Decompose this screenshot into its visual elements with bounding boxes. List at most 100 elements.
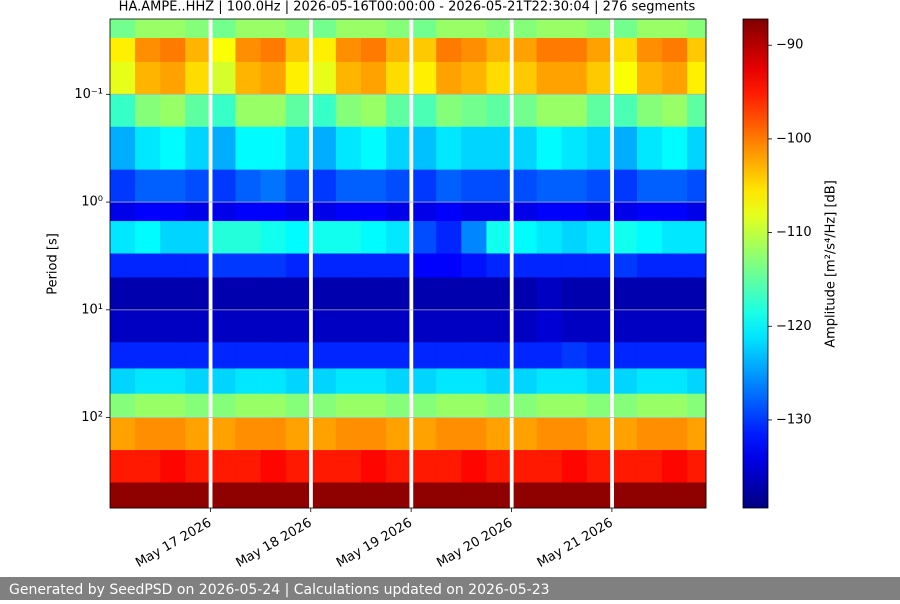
psd-cell <box>386 221 410 254</box>
psd-cell <box>360 342 387 369</box>
psd-cell <box>662 37 688 63</box>
psd-cell <box>413 368 437 395</box>
psd-cell <box>561 253 588 278</box>
psd-cell <box>536 393 563 419</box>
psd-cell <box>687 393 707 419</box>
psd-cell <box>636 126 663 171</box>
psd-cell <box>335 221 362 254</box>
psd-cell <box>586 169 611 203</box>
psd-cell <box>212 393 236 419</box>
psd-cell <box>360 417 387 451</box>
psd-cell <box>312 221 337 254</box>
psd-cell <box>135 342 161 369</box>
psd-cell <box>386 169 410 203</box>
psd-cell <box>413 393 437 419</box>
psd-cell <box>461 417 487 451</box>
psd-cell <box>461 342 487 369</box>
psd-cell <box>636 253 663 278</box>
psd-cell <box>636 309 663 343</box>
psd-cell <box>386 19 410 39</box>
psd-cell <box>335 37 362 63</box>
psd-cell <box>613 94 638 128</box>
psd-cell <box>662 169 688 203</box>
psd-cell <box>662 393 688 419</box>
psd-cell <box>212 94 236 128</box>
psd-cell <box>135 253 161 278</box>
psd-cell <box>586 221 611 254</box>
psd-cell <box>536 126 563 171</box>
y-tick-label: 10⁰ <box>81 195 103 210</box>
psd-cell <box>613 277 638 311</box>
psd-cell <box>536 169 563 203</box>
psd-cell <box>160 393 186 419</box>
psd-cell <box>613 202 638 222</box>
psd-cell <box>536 482 563 509</box>
psd-cell <box>110 61 136 95</box>
psd-cell <box>461 450 487 483</box>
psd-cell <box>312 277 337 311</box>
colorbar-tick-label: −100 <box>776 131 812 146</box>
psd-cell <box>212 202 236 222</box>
psd-cell <box>160 309 186 343</box>
psd-cell <box>285 202 310 222</box>
psd-cell <box>413 126 437 171</box>
psd-cell <box>260 417 287 451</box>
psd-cell <box>436 417 462 451</box>
psd-cell <box>386 94 410 128</box>
psd-cell <box>613 342 638 369</box>
psd-cell <box>135 221 161 254</box>
psd-cell <box>636 61 663 95</box>
psd-cell <box>662 221 688 254</box>
psd-cell <box>285 417 310 451</box>
psd-cell <box>160 19 186 39</box>
psd-cell <box>687 202 707 222</box>
psd-cell <box>285 253 310 278</box>
psd-cell <box>235 37 261 63</box>
psd-cell <box>486 221 510 254</box>
psd-cell <box>235 393 261 419</box>
psd-cell <box>436 309 462 343</box>
psd-cell <box>212 342 236 369</box>
psd-cell <box>312 393 337 419</box>
footer-text: Generated by SeedPSD on 2026-05-24 | Cal… <box>9 582 550 598</box>
psd-cell <box>561 202 588 222</box>
psd-cell <box>486 309 510 343</box>
psd-cell <box>586 450 611 483</box>
psd-cell <box>687 37 707 63</box>
psd-cell <box>613 368 638 395</box>
psd-cell <box>486 37 510 63</box>
psd-cell <box>413 309 437 343</box>
psd-cell <box>285 126 310 171</box>
psd-cell <box>160 169 186 203</box>
psd-cell <box>461 482 487 509</box>
psd-cell <box>360 37 387 63</box>
psd-cell <box>160 37 186 63</box>
psd-cell <box>536 253 563 278</box>
psd-cell <box>662 19 688 39</box>
psd-cell <box>212 169 236 203</box>
psd-cell <box>160 482 186 509</box>
psd-cell <box>413 94 437 128</box>
psd-cell <box>135 37 161 63</box>
psd-cell <box>536 309 563 343</box>
psd-cell <box>360 253 387 278</box>
psd-cell <box>285 94 310 128</box>
psd-cell <box>636 368 663 395</box>
psd-cell <box>110 19 136 39</box>
psd-cell <box>335 277 362 311</box>
psd-cell <box>185 202 209 222</box>
psd-cell <box>335 169 362 203</box>
psd-cell <box>486 94 510 128</box>
psd-cell <box>135 61 161 95</box>
psd-cell <box>561 37 588 63</box>
colorbar-tick-label: −90 <box>776 38 803 53</box>
psd-cell <box>413 202 437 222</box>
psd-cell <box>235 417 261 451</box>
y-tick-label: 10⁻¹ <box>74 87 103 102</box>
psd-cell <box>260 450 287 483</box>
psd-cell <box>436 94 462 128</box>
psd-cell <box>513 417 538 451</box>
psd-cell <box>436 221 462 254</box>
psd-cell <box>413 19 437 39</box>
psd-cell <box>561 94 588 128</box>
